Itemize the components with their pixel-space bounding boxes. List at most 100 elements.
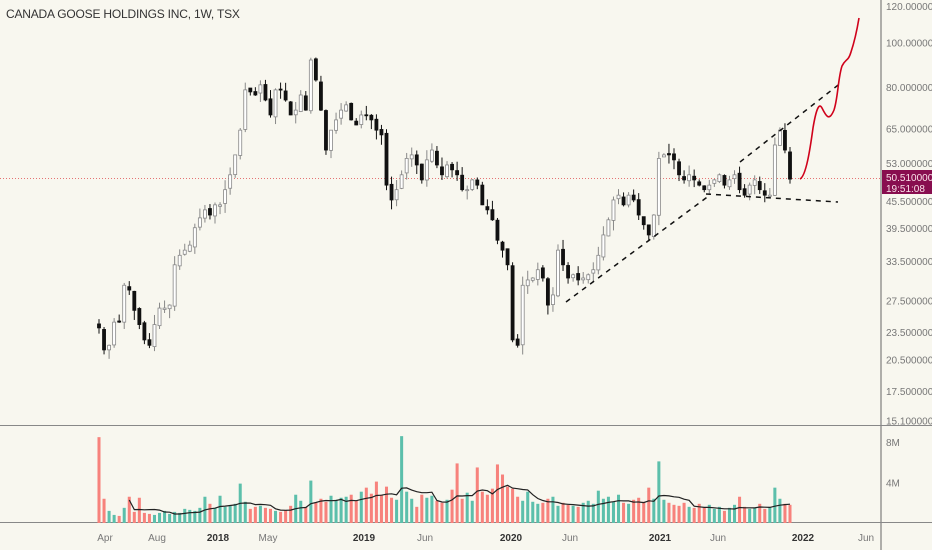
- candle: [288, 101, 293, 116]
- candle-body: [263, 84, 268, 101]
- candle-body: [586, 274, 591, 281]
- candle: [218, 202, 222, 215]
- candle-body: [142, 322, 147, 341]
- volume-bars: [97, 436, 792, 523]
- candle: [762, 183, 767, 203]
- volume-bar: [147, 513, 151, 523]
- candle-body: [510, 265, 515, 341]
- volume-bar: [773, 487, 777, 523]
- volume-bar: [309, 480, 313, 523]
- upper-resistance-trendline[interactable]: [739, 81, 843, 163]
- time-tick-label: Jun: [710, 533, 726, 544]
- candle: [530, 277, 535, 283]
- candle: [692, 169, 697, 188]
- time-axis[interactable]: Apr Aug 2018 May 2019 Jun 2020 Jun 2021 Jun 2022 Ju…: [97, 533, 874, 544]
- candle-body: [767, 194, 772, 197]
- candle-body: [364, 114, 369, 117]
- volume-bar: [611, 501, 615, 523]
- candle-body: [712, 179, 717, 184]
- candle-body: [772, 144, 777, 196]
- candle-body: [334, 119, 338, 131]
- candle: [445, 161, 449, 179]
- candle-body: [445, 164, 449, 178]
- candle: [419, 163, 424, 184]
- candle-body: [243, 89, 248, 130]
- volume-bar: [717, 506, 721, 523]
- candle: [273, 88, 278, 125]
- candle: [672, 148, 676, 170]
- candle-body: [324, 110, 328, 151]
- volume-bar: [465, 492, 469, 523]
- candle-body: [530, 277, 535, 281]
- volume-bar: [319, 498, 323, 523]
- volume-bar: [289, 505, 293, 523]
- candle: [319, 75, 323, 111]
- volume-bar: [248, 508, 252, 523]
- candle-body: [591, 269, 596, 274]
- candle-body: [177, 254, 182, 267]
- candle: [349, 102, 354, 121]
- projection-path-drawing[interactable]: [799, 17, 860, 180]
- candle-body: [556, 249, 560, 297]
- volume-bar: [763, 508, 767, 523]
- candle: [747, 182, 752, 201]
- volume-bar: [753, 507, 757, 523]
- candle: [313, 57, 318, 82]
- volume-bar: [677, 505, 681, 523]
- candle: [253, 87, 258, 96]
- candle-body: [611, 199, 616, 221]
- candle-body: [399, 174, 404, 189]
- candle: [545, 277, 550, 315]
- price-axis[interactable]: 120.000000 100.000000 80.000000 65.000000 53…: [886, 2, 932, 428]
- price-tick-label: 27.500000: [886, 297, 932, 308]
- volume-bar: [198, 507, 202, 523]
- candle: [404, 152, 409, 180]
- volume-bar: [400, 436, 404, 523]
- candle: [767, 188, 772, 198]
- candle-body: [616, 194, 621, 200]
- candle-body: [203, 209, 207, 219]
- candle: [465, 185, 470, 200]
- candle: [631, 189, 636, 203]
- candle-body: [268, 98, 273, 116]
- candle-body: [495, 219, 500, 241]
- candle-body: [197, 217, 202, 228]
- candle: [293, 101, 298, 124]
- volume-tick-label: 8M: [886, 438, 900, 449]
- volume-bar: [601, 498, 605, 523]
- candle-body: [303, 95, 308, 111]
- candle: [707, 179, 712, 196]
- candle: [238, 128, 243, 160]
- candle: [112, 318, 117, 348]
- volume-bar: [390, 497, 394, 523]
- candle: [601, 226, 606, 261]
- volume-bar: [485, 494, 489, 523]
- candle: [556, 244, 560, 298]
- horizontal-support-trendline[interactable]: [705, 193, 839, 203]
- candle: [606, 217, 611, 237]
- candle-body: [319, 81, 323, 111]
- candle-body: [339, 109, 344, 119]
- volume-bar: [571, 505, 575, 523]
- candle: [727, 175, 732, 190]
- volume-bar: [768, 506, 772, 523]
- candle-body: [329, 129, 333, 151]
- candle-body: [293, 109, 298, 116]
- volume-bar: [183, 508, 187, 523]
- candle: [722, 174, 727, 189]
- time-tick-label: Jun: [858, 533, 874, 544]
- volume-bar: [173, 511, 177, 523]
- volume-bar: [521, 500, 525, 523]
- volume-bar: [314, 502, 318, 523]
- candle: [571, 273, 576, 282]
- candle-body: [606, 219, 611, 237]
- candle: [384, 129, 389, 191]
- chart-title: CANADA GOOSE HOLDINGS INC, 1W, TSX: [6, 7, 240, 21]
- volume-bar: [137, 497, 141, 523]
- volume-bar: [591, 503, 595, 523]
- candle: [308, 57, 313, 114]
- candle-body: [238, 129, 243, 156]
- volume-bar: [627, 503, 631, 523]
- candle: [364, 105, 369, 121]
